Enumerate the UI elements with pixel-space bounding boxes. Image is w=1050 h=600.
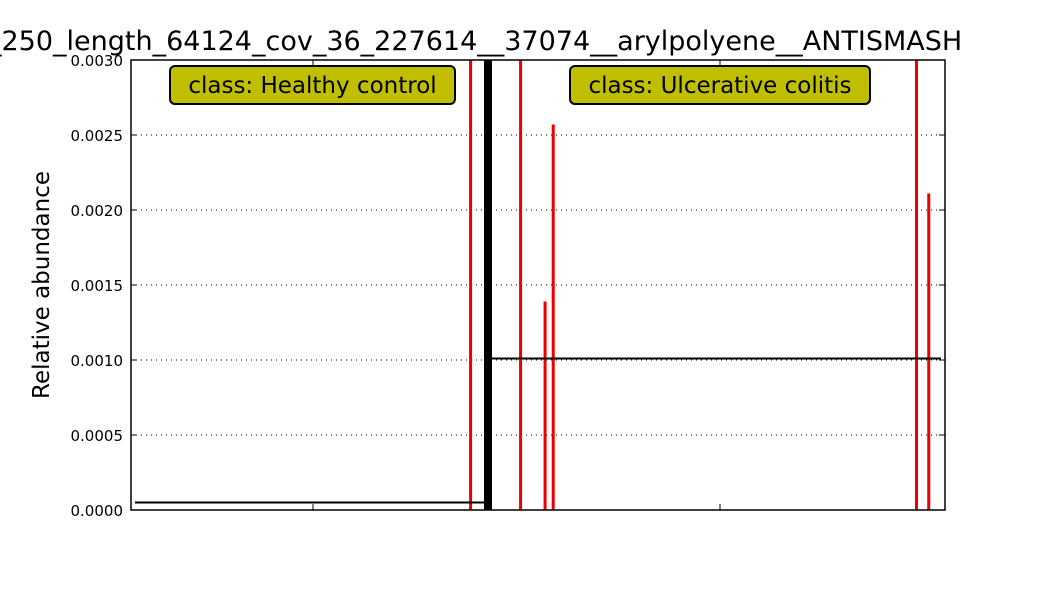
y-tick-label: 0.0010: [71, 352, 124, 370]
y-tick-label: 0.0025: [71, 127, 124, 145]
y-tick-label: 0.0030: [71, 52, 124, 70]
y-tick-label: 0.0005: [71, 427, 124, 445]
class-label: class: Healthy control: [188, 73, 436, 99]
class-separator: [484, 60, 492, 510]
y-axis-label: Relative abundance: [29, 171, 55, 399]
class-label: class: Ulcerative colitis: [588, 73, 851, 99]
class-label-box: [169, 65, 456, 105]
sample-bar: [469, 60, 473, 510]
plot-area: 0.0000 0.0005 0.0010 0.0015 0.0020 0.0025 0.00…: [71, 52, 946, 520]
y-tick-label: 0.0020: [71, 202, 124, 220]
sample-bar: [543, 301, 547, 510]
sample-bar: [551, 124, 555, 510]
sample-bar: [519, 60, 523, 510]
y-tick-label: 0.0000: [71, 502, 124, 520]
plot-frame: [130, 59, 946, 511]
sample-bar: [927, 193, 931, 510]
sample-bar: [915, 60, 919, 510]
y-tick-label: 0.0015: [71, 277, 124, 295]
class-label-box: [569, 65, 871, 105]
chart-title: _250_length_64124_cov_36_227614__37074__…: [0, 26, 962, 57]
